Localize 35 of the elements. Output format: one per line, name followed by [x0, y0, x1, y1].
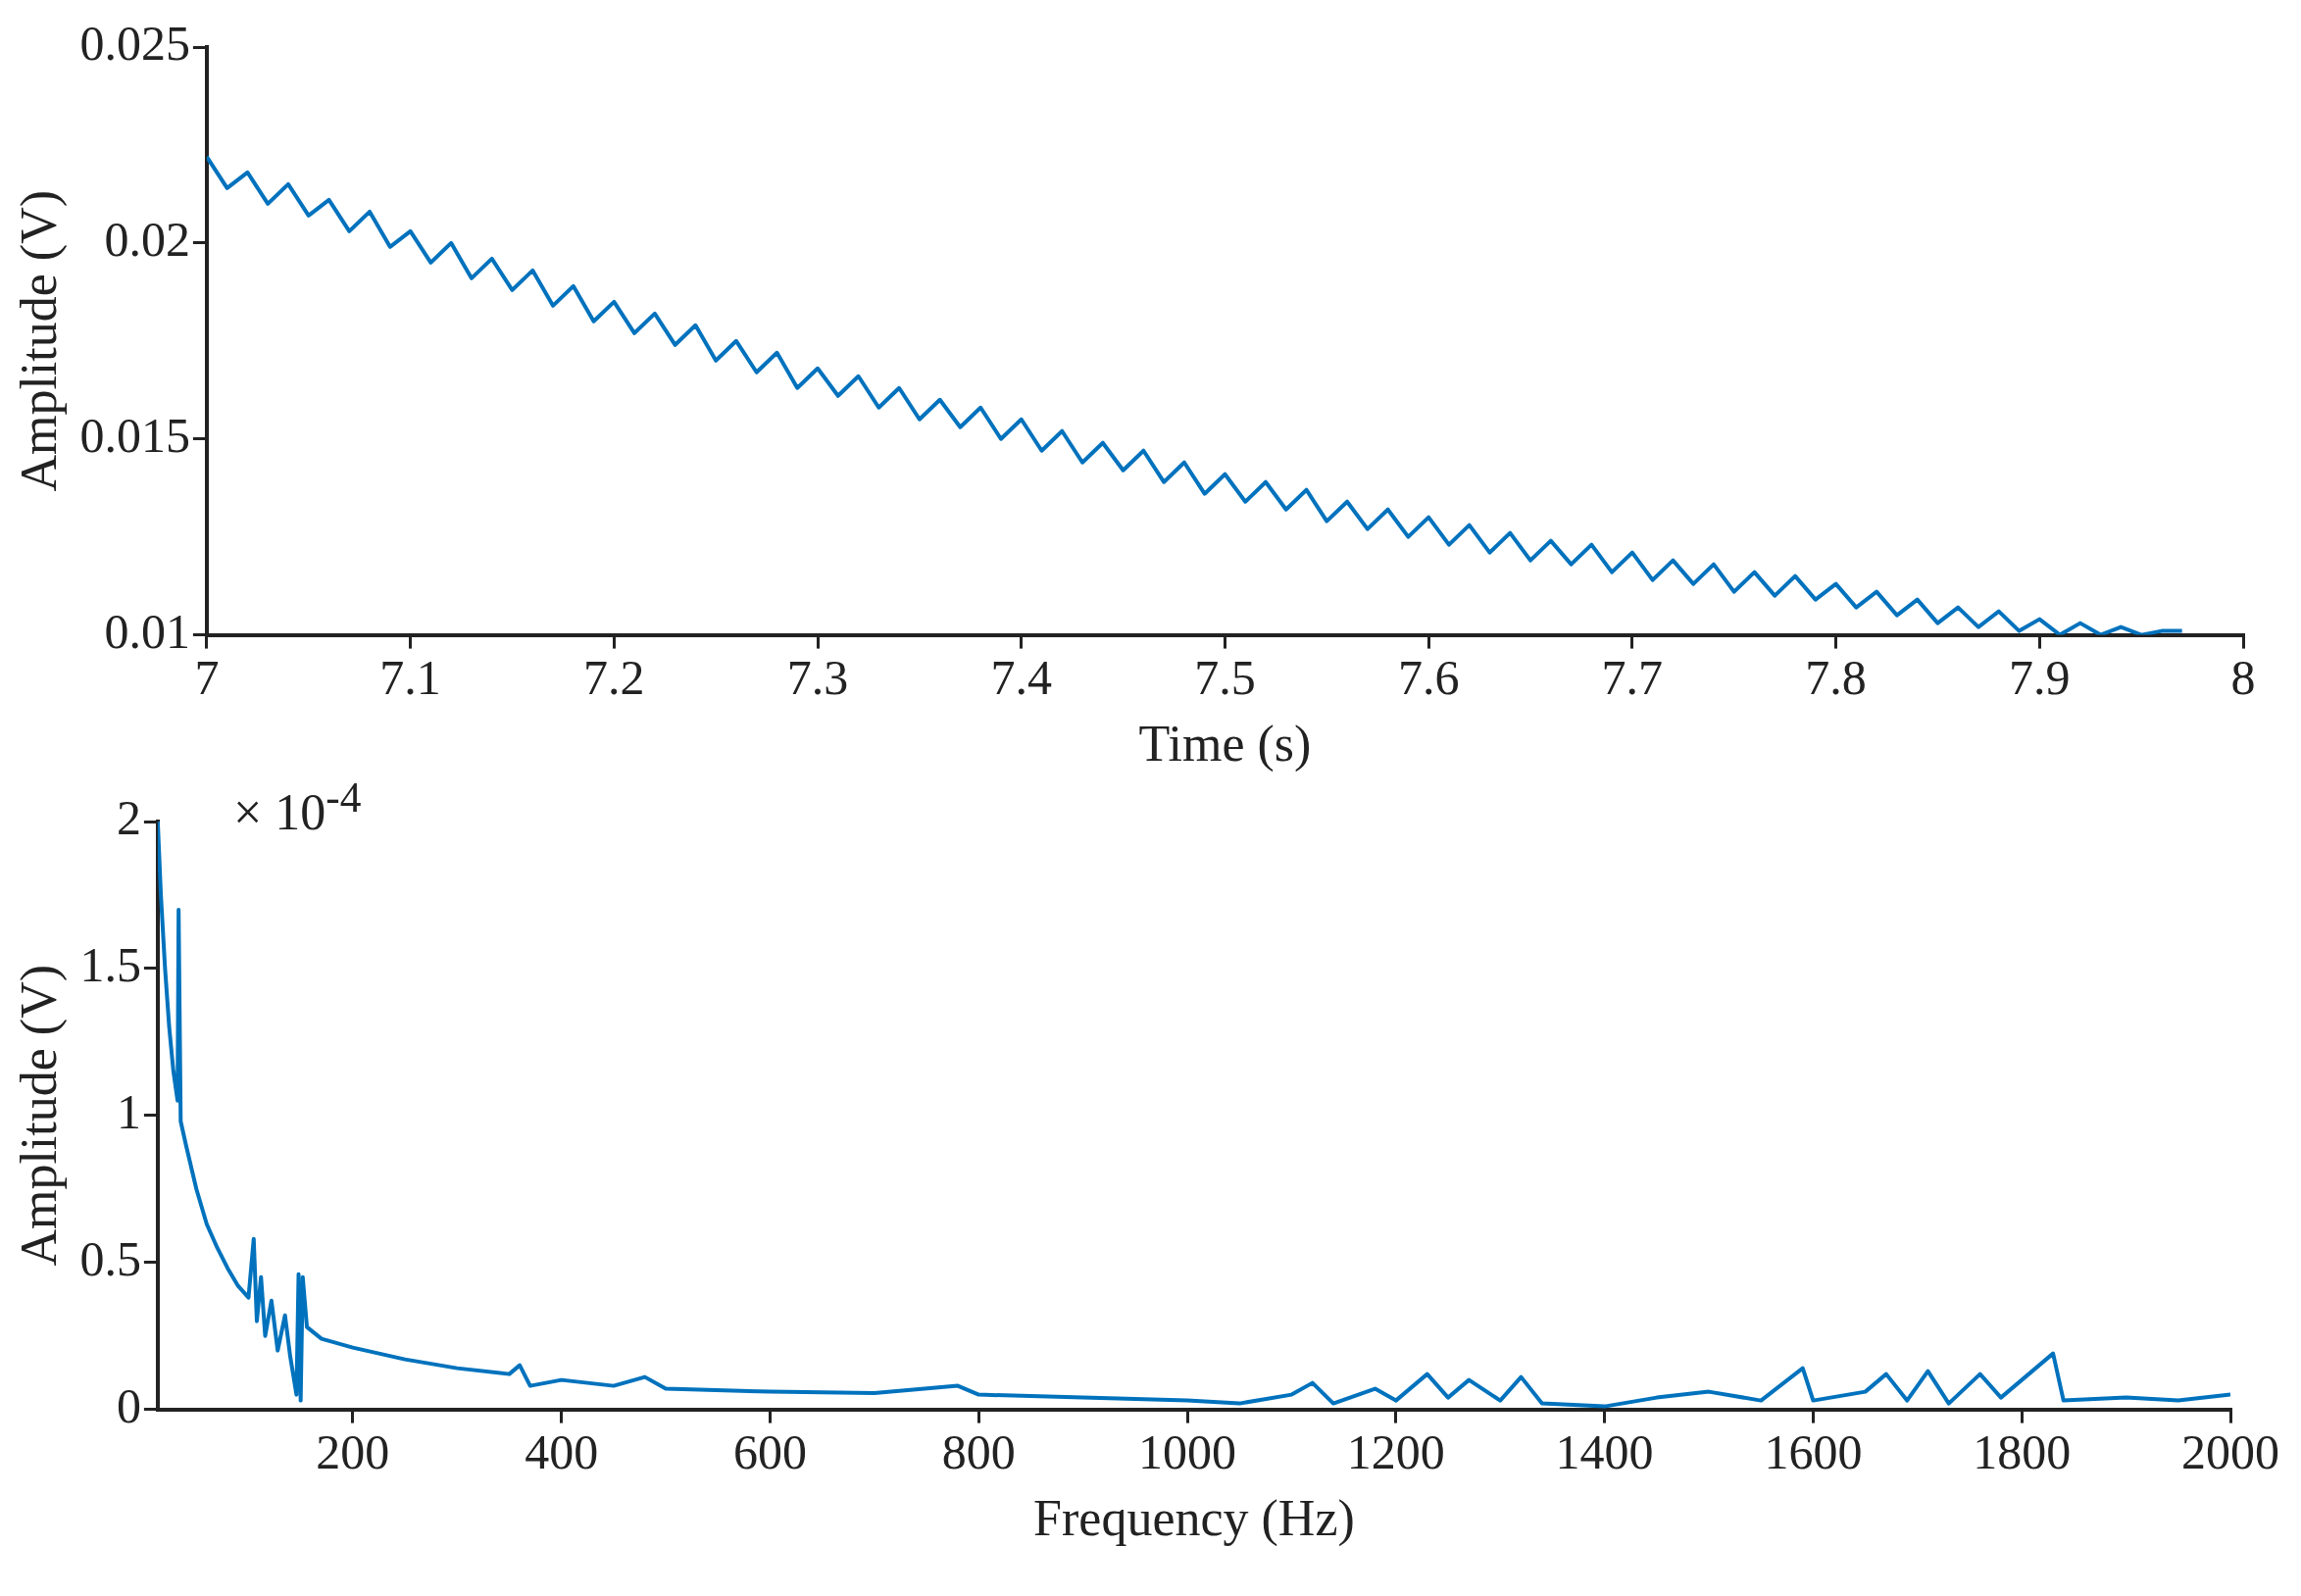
x-tick-label: 1400	[1555, 1423, 1654, 1479]
y-tick-label: 1.5	[79, 937, 141, 993]
x-tick-label: 800	[941, 1423, 1016, 1479]
y-axis-title: Amplitude (V)	[10, 965, 68, 1267]
annotation: × 10$^{-4}$	[233, 773, 362, 842]
x-tick-label: 2000	[2181, 1423, 2279, 1479]
x-tick-label: 400	[525, 1423, 599, 1479]
x-tick-label: 7.9	[2009, 649, 2071, 705]
y-tick-label: 2	[116, 790, 141, 846]
x-tick-label: 7.1	[379, 649, 441, 705]
x-tick-label: 7.2	[583, 649, 645, 705]
x-axis-title: Time (s)	[1138, 716, 1312, 773]
x-tick-label: 7.6	[1397, 649, 1460, 705]
x-tick-label: 7	[194, 649, 220, 705]
x-tick-label: 1200	[1346, 1423, 1445, 1479]
y-tick-label: 0	[116, 1377, 141, 1433]
x-tick-label: 7.8	[1805, 649, 1867, 705]
y-tick-label: 0.01	[104, 603, 190, 659]
x-tick-label: 7.3	[786, 649, 849, 705]
y-tick-label: 0.025	[79, 16, 190, 72]
y-tick-label: 0.02	[104, 211, 190, 267]
y-tick-label: 0.015	[79, 407, 190, 463]
x-tick-label: 1800	[1973, 1423, 2072, 1479]
x-tick-label: 7.5	[1194, 649, 1256, 705]
x-tick-label: 200	[316, 1423, 390, 1479]
x-tick-label: 7.4	[990, 649, 1052, 705]
y-tick-label: 0.5	[79, 1230, 141, 1286]
y-tick-label: 1	[116, 1083, 141, 1139]
x-axis-title: Frequency (Hz)	[1033, 1490, 1355, 1548]
x-tick-label: 8	[2230, 649, 2256, 705]
x-tick-label: 1000	[1138, 1423, 1237, 1479]
y-axis-title: Amplitude (V)	[10, 190, 68, 492]
x-tick-label: 7.7	[1601, 649, 1664, 705]
x-tick-label: 1600	[1764, 1423, 1863, 1479]
x-tick-label: 600	[732, 1423, 807, 1479]
